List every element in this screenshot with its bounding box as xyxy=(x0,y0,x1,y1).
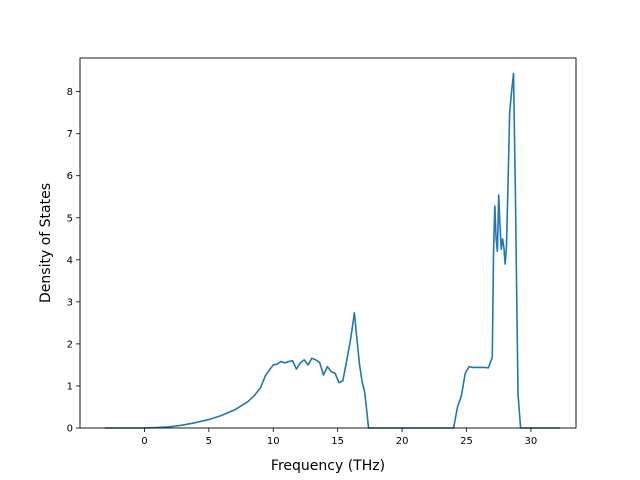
x-tick-label: 25 xyxy=(460,436,473,447)
x-tick-label: 5 xyxy=(206,436,212,447)
y-axis-ticks: 0 1 2 3 4 5 6 7 8 xyxy=(67,87,80,435)
x-axis-label: Frequency (THz) xyxy=(271,458,385,474)
y-tick-label: 5 xyxy=(67,213,73,224)
x-axis-ticks: 0 5 10 15 20 25 30 xyxy=(141,428,537,447)
y-tick-label: 6 xyxy=(67,171,73,182)
y-tick-label: 1 xyxy=(67,381,73,392)
plot-area xyxy=(104,72,561,429)
x-tick-label: 0 xyxy=(141,436,147,447)
dos-curve xyxy=(104,72,561,429)
y-tick-label: 4 xyxy=(67,255,73,266)
x-tick-label: 15 xyxy=(331,436,344,447)
y-tick-label: 3 xyxy=(67,297,73,308)
x-tick-label: 30 xyxy=(525,436,538,447)
y-axis-label: Density of States xyxy=(38,183,54,303)
y-tick-label: 7 xyxy=(67,129,73,140)
x-tick-label: 10 xyxy=(267,436,280,447)
y-tick-label: 0 xyxy=(67,424,73,435)
axes-frame xyxy=(79,57,577,429)
y-tick-label: 8 xyxy=(67,87,73,98)
y-tick-label: 2 xyxy=(67,339,73,350)
x-tick-label: 20 xyxy=(396,436,409,447)
